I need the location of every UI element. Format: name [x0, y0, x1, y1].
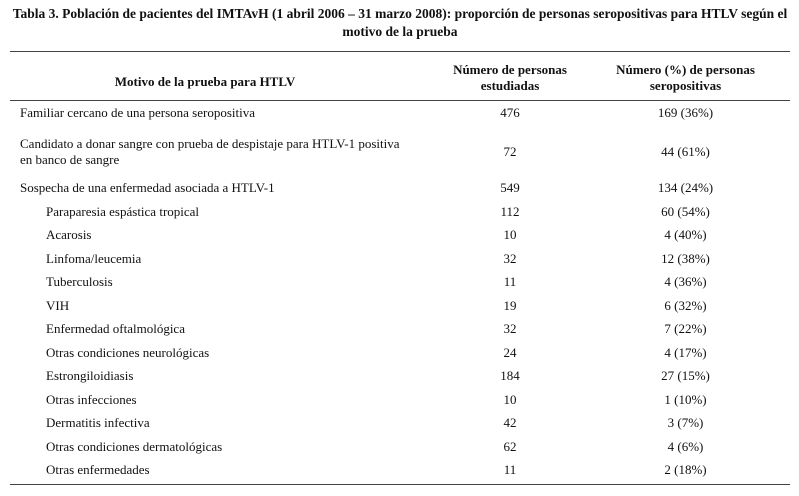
header-cell: Motivo de la prueba para HTLV — [114, 74, 296, 89]
positive-cell: 3 (7%) — [667, 415, 704, 431]
table-title: Tabla 3. Población de pacientes del IMTA… — [12, 6, 788, 39]
row-label: Candidato a donar sangre con prueba de d… — [20, 136, 400, 167]
studied-cell: 112 — [500, 204, 520, 219]
positive-cell: 27 (15%) — [661, 368, 710, 384]
row-label: Linfoma/leucemia — [46, 250, 142, 266]
positive-cell: 4 (17%) — [664, 344, 707, 360]
positive-cell: 1 (10%) — [664, 391, 707, 407]
row-label: Familiar cercano de una persona seroposi… — [20, 105, 255, 120]
studied-cell: 184 — [500, 368, 520, 384]
row-label: Acarosis — [46, 227, 92, 243]
positive-cell: 60 (54%) — [661, 204, 710, 219]
studied-cell: 11 — [503, 274, 517, 290]
positive-cell: 169 (36%) — [657, 105, 714, 120]
positive-cell: 4 (36%) — [664, 274, 707, 290]
rule — [10, 51, 790, 52]
row-label: VIH — [46, 297, 70, 313]
studied-cell: 32 — [503, 321, 517, 337]
positive-cell: 4 (6%) — [667, 438, 704, 454]
positive-cell: 134 (24%) — [657, 180, 714, 195]
positive-cell: 2 (18%) — [664, 461, 707, 477]
studied-cell: 62 — [503, 438, 517, 454]
row-label: Tuberculosis — [46, 274, 113, 290]
studied-cell: 10 — [503, 227, 517, 243]
studied-cell: 72 — [503, 144, 517, 159]
row-label: Sospecha de una enfermedad asociada a HT… — [20, 180, 275, 195]
rule — [10, 100, 790, 101]
header-cell: Número de personas estudiadas — [453, 62, 567, 93]
positive-cell: 6 (32%) — [664, 297, 707, 313]
positive-cell: 44 (61%) — [661, 144, 710, 159]
row-label: Enfermedad oftalmológica — [46, 321, 185, 337]
studied-cell: 549 — [500, 180, 520, 195]
studied-cell: 19 — [503, 297, 517, 313]
row-label: Otras condiciones neurológicas — [46, 344, 210, 360]
row-label: Estrongiloidiasis — [46, 368, 134, 384]
header-cell: Número (%) de personas seropositivas — [616, 62, 755, 93]
row-label: Otras infecciones — [46, 391, 137, 407]
positive-cell: 4 (40%) — [664, 227, 707, 243]
studied-cell: 42 — [503, 415, 517, 431]
positive-cell: 7 (22%) — [664, 321, 707, 337]
studied-cell: 24 — [503, 344, 517, 360]
studied-cell: 32 — [503, 250, 517, 266]
studied-cell: 10 — [503, 391, 517, 407]
row-label: Dermatitis infectiva — [46, 415, 150, 431]
rule — [10, 484, 790, 485]
row-label: Otras condiciones dermatológicas — [46, 438, 223, 454]
positive-cell: 12 (38%) — [661, 250, 710, 266]
studied-cell: 11 — [503, 461, 517, 477]
row-label: Paraparesia espástica tropical — [46, 204, 200, 219]
studied-cell: 476 — [500, 105, 520, 120]
row-label: Otras enfermedades — [46, 461, 150, 477]
